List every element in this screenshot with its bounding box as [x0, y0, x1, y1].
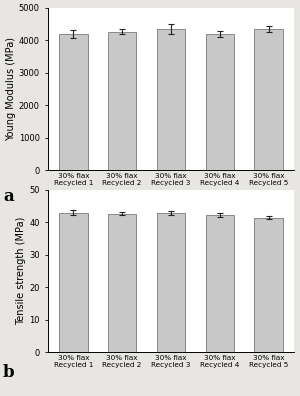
Bar — [157, 213, 185, 352]
Bar — [254, 29, 283, 170]
Y-axis label: Tensile strength (MPa): Tensile strength (MPa) — [16, 217, 26, 326]
Bar — [108, 32, 136, 170]
Bar — [254, 217, 283, 352]
Bar — [206, 215, 234, 352]
Y-axis label: Young Modulus (MPa): Young Modulus (MPa) — [6, 37, 16, 141]
Text: a: a — [3, 188, 14, 205]
Bar — [157, 29, 185, 170]
Bar — [59, 213, 88, 352]
Bar — [108, 214, 136, 352]
Bar — [206, 34, 234, 170]
Text: b: b — [3, 364, 15, 381]
Bar — [59, 34, 88, 170]
